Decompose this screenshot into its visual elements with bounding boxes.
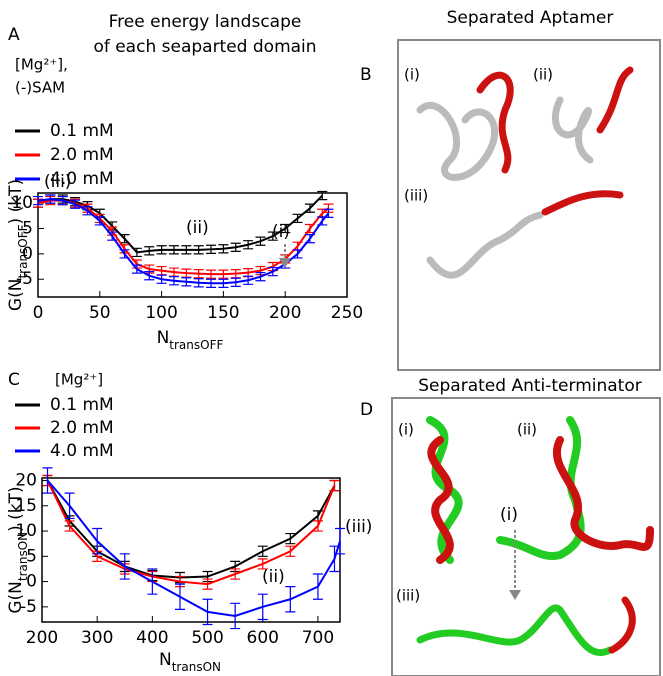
- panel-title: Separated Aptamer: [447, 8, 614, 28]
- panel-label: D: [360, 400, 373, 420]
- plot-frame: [42, 478, 340, 622]
- structure-label: (i): [404, 66, 420, 84]
- x-axis-label-part: N: [159, 650, 172, 670]
- x-tick-label: 0: [33, 303, 44, 323]
- legend-label: 4.0 mM: [50, 441, 114, 461]
- structure-label: (ii): [533, 66, 553, 84]
- x-axis-label-part: transOFF: [169, 338, 223, 352]
- annotation: (ii): [186, 218, 209, 238]
- x-axis-label-part: transON: [172, 660, 221, 674]
- x-tick-label: 200: [26, 628, 58, 648]
- annotation: (ii): [262, 567, 285, 587]
- x-tick-label: 600: [247, 628, 279, 648]
- molecule: [420, 70, 630, 275]
- figure-title: of each seaparted domain: [93, 37, 316, 57]
- x-axis-label: NtransOFF: [157, 328, 224, 352]
- x-tick-label: 700: [302, 628, 334, 648]
- annotation: (iii): [44, 172, 71, 192]
- legend-label: 0.1 mM: [50, 121, 114, 141]
- legend-title: (-)SAM: [15, 79, 65, 97]
- figure-title: Free energy landscape: [109, 12, 302, 32]
- y-axis-label-part: ) (kT): [6, 179, 26, 225]
- legend-title: [Mg²⁺],: [15, 56, 68, 74]
- series-line: [48, 481, 340, 616]
- x-tick-label: 150: [207, 303, 239, 323]
- x-axis-label: NtransON: [159, 650, 221, 674]
- structure-label: (i): [398, 421, 414, 439]
- x-tick-label: 500: [191, 628, 223, 648]
- series-line: [48, 481, 335, 578]
- arrow-head: [509, 590, 521, 600]
- panel-label: C: [8, 370, 20, 390]
- legend-label: 2.0 mM: [50, 418, 114, 438]
- panel-label: B: [360, 65, 372, 85]
- panel-label: A: [8, 25, 20, 45]
- x-axis-label-part: N: [157, 328, 170, 348]
- y-axis-label-part: G(N: [6, 581, 26, 614]
- annotation: (i): [272, 222, 290, 242]
- structure-label: (iii): [396, 587, 420, 605]
- y-axis-label-part: transOFF: [16, 224, 30, 278]
- figure: A B C D Free energy landscape of each se…: [0, 0, 663, 676]
- annotation: (i): [500, 505, 518, 525]
- structure-label: (iii): [404, 187, 428, 205]
- y-axis-label: G(NtransON) (kT): [6, 486, 30, 613]
- molecule: [420, 420, 650, 653]
- y-axis-label-part: transON: [16, 532, 30, 581]
- panel-title: Separated Anti-terminator: [418, 376, 641, 396]
- y-axis-label-part: ) (kT): [6, 486, 26, 532]
- annotation: (iii): [345, 517, 372, 537]
- x-tick-label: 200: [269, 303, 301, 323]
- legend-label: 0.1 mM: [50, 395, 114, 415]
- legend-label: 2.0 mM: [50, 145, 114, 165]
- x-tick-label: 100: [145, 303, 177, 323]
- y-axis-label-part: G(N: [6, 279, 26, 312]
- x-tick-label: 400: [136, 628, 168, 648]
- x-tick-label: 50: [89, 303, 111, 323]
- y-axis-label: G(NtransOFF) (kT): [6, 179, 30, 311]
- x-tick-label: 300: [81, 628, 113, 648]
- x-tick-label: 250: [331, 303, 363, 323]
- structure-label: (ii): [517, 421, 537, 439]
- legend-title: [Mg²⁺]: [55, 371, 103, 389]
